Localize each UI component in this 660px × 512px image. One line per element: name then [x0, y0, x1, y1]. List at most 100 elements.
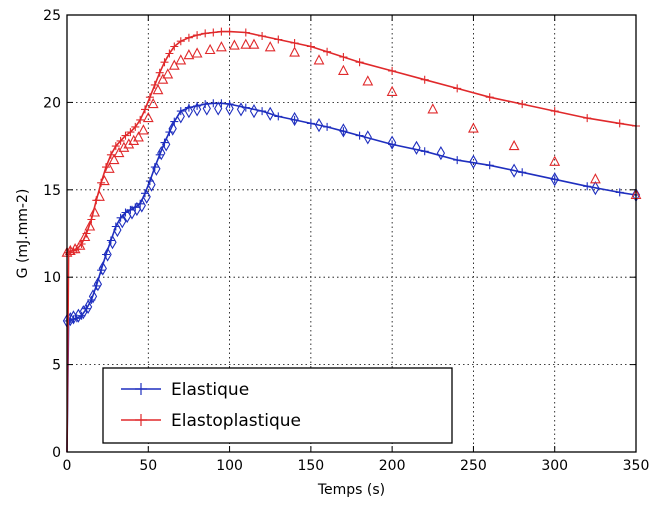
marker-point-elastique: [266, 106, 275, 121]
series-point-elastoplastique: [184, 33, 193, 42]
series-point-elastoplastique: [258, 32, 267, 40]
series-point-elastoplastique: [131, 122, 140, 131]
legend-entry-elastique: Elastique: [121, 380, 249, 400]
marker-point-elastique: [249, 104, 259, 119]
marker-point-elastoplastique: [69, 243, 81, 254]
marker-point-elastoplastique: [142, 111, 154, 123]
marker-point-elastoplastique: [508, 139, 520, 151]
series-point-elastoplastique: [306, 42, 315, 51]
series-point-elastique: [150, 163, 159, 172]
y-tick-label: 15: [43, 183, 61, 199]
marker-point-elastoplastique: [589, 173, 601, 184]
x-tick-label: 100: [216, 458, 243, 474]
series-point-elastoplastique: [87, 215, 96, 224]
series-point-elastoplastique: [170, 42, 179, 51]
marker-point-elastique: [184, 104, 194, 119]
marker-point-elastique: [103, 247, 112, 262]
series-point-elastoplastique: [111, 142, 120, 151]
marker-point-elastoplastique: [94, 190, 105, 201]
x-axis-label: Temps (s): [317, 482, 385, 498]
series-point-elastoplastique: [355, 58, 364, 67]
marker-point-elastique: [550, 172, 559, 187]
legend-marker-elastoplastique: [135, 414, 147, 426]
x-tick-label: 250: [460, 458, 487, 474]
series-elastoplastique: [61, 27, 642, 453]
marker-point-elastoplastique: [123, 138, 135, 149]
legend-entry-elastoplastique: Elastoplastique: [121, 411, 301, 431]
series-point-elastique: [306, 119, 315, 128]
plot-frame: [66, 14, 637, 453]
series-point-elastique: [518, 168, 527, 177]
marker-point-elastoplastique: [89, 206, 101, 217]
series-point-elastoplastique: [217, 27, 226, 36]
series-point-elastoplastique: [225, 27, 234, 36]
marker-point-elastoplastique: [337, 64, 349, 75]
series-point-elastique: [550, 175, 559, 184]
marker-point-elastique: [591, 181, 600, 196]
series-point-elastoplastique: [193, 31, 202, 40]
marker-point-elastique: [88, 289, 98, 304]
marker-point-elastoplastique: [147, 97, 159, 109]
series-point-elastoplastique: [209, 28, 218, 37]
x-tick-label: 150: [297, 458, 324, 474]
series-point-elastoplastique: [420, 75, 429, 84]
series-point-elastoplastique: [241, 28, 250, 37]
marker-point-elastique: [118, 214, 127, 229]
series-point-elastoplastique: [126, 128, 135, 137]
series-point-elastoplastique: [339, 53, 348, 61]
series-point-elastoplastique: [136, 115, 145, 124]
marker-point-elastoplastique: [204, 43, 216, 55]
marker-point-elastique: [108, 235, 117, 250]
series-point-elastoplastique: [615, 119, 624, 128]
series-point-elastique: [453, 156, 462, 165]
series-point-elastique: [97, 266, 106, 275]
series-point-elastoplastique: [550, 107, 559, 116]
marker-point-elastique: [314, 118, 324, 133]
series-point-elastoplastique: [453, 84, 462, 93]
y-tick-label: 0: [52, 445, 61, 461]
marker-point-elastoplastique: [79, 230, 91, 242]
marker-point-elastique: [83, 299, 93, 314]
marker-point-elastoplastique: [162, 68, 174, 79]
marker-point-elastoplastique: [98, 174, 110, 186]
legend-marker-elastique: [135, 383, 147, 395]
marker-point-elastoplastique: [137, 124, 149, 135]
marker-point-elastique: [157, 146, 166, 161]
marker-point-elastoplastique: [264, 41, 276, 52]
marker-point-elastique: [236, 102, 246, 117]
series-point-elastique: [92, 281, 101, 290]
marker-point-elastique: [152, 161, 161, 176]
marker-point-elastoplastique: [118, 141, 130, 152]
marker-point-elastoplastique: [313, 54, 325, 65]
marker-point-elastique: [98, 261, 107, 276]
marker-point-elastique: [142, 189, 151, 204]
y-tick-label: 20: [43, 95, 61, 111]
series-point-elastique: [160, 138, 169, 147]
marker-point-elastique: [69, 310, 78, 325]
series-layer: [61, 27, 642, 453]
marker-point-elastoplastique: [248, 38, 260, 49]
series-point-elastoplastique: [116, 136, 125, 145]
marker-point-elastoplastique: [549, 155, 561, 166]
marker-point-elastique: [113, 222, 122, 238]
marker-point-elastoplastique: [84, 220, 96, 231]
series-point-elastoplastique: [121, 131, 130, 140]
series-point-elastique: [615, 188, 624, 197]
marker-point-elastique: [176, 109, 185, 124]
marker-point-elastoplastique: [103, 162, 115, 173]
marker-point-elastique: [469, 154, 478, 169]
marker-point-elastoplastique: [289, 46, 301, 57]
y-tick-label: 25: [43, 8, 61, 24]
series-point-elastique: [258, 107, 267, 116]
series-point-elastoplastique: [160, 58, 169, 67]
series-point-elastique: [583, 182, 592, 191]
marker-point-elastoplastique: [168, 59, 180, 70]
ticks: 0 50 100 150 200 250 300 350 0 5 10 15 20 25: [43, 8, 649, 474]
series-point-elastoplastique: [518, 100, 527, 109]
series-point-elastoplastique: [290, 39, 299, 47]
series-point-elastoplastique: [274, 35, 283, 44]
marker-point-elastique: [214, 101, 223, 116]
series-point-elastoplastique: [485, 93, 494, 102]
series-point-elastoplastique: [155, 68, 164, 77]
marker-point-elastoplastique: [191, 47, 203, 58]
